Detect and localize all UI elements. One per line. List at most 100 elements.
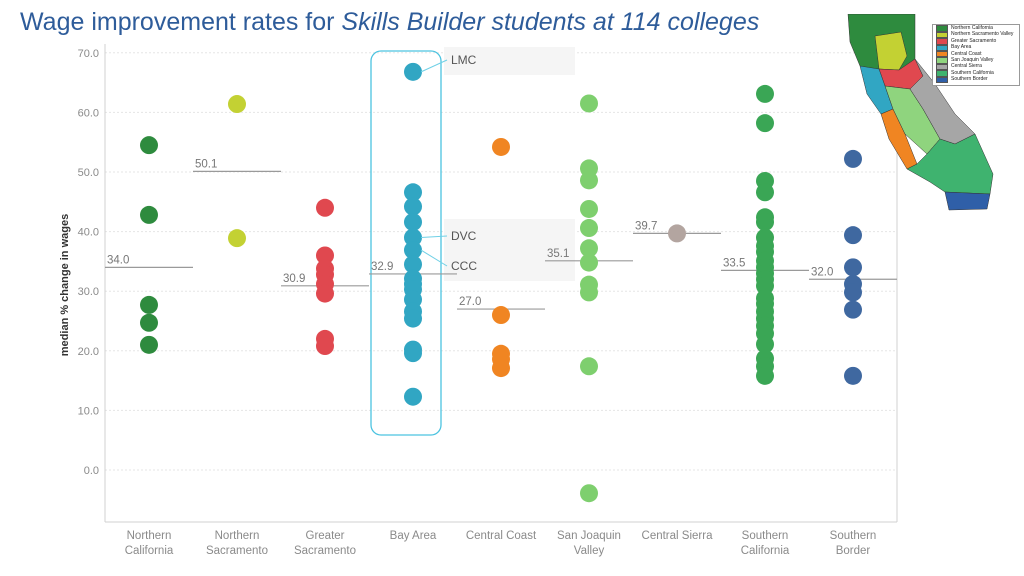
data-point — [756, 213, 774, 232]
legend-item: Greater Sacramento — [936, 37, 1016, 45]
data-point — [316, 337, 334, 356]
data-point — [316, 284, 334, 303]
x-category-label: Southern — [742, 530, 789, 542]
data-point — [492, 359, 510, 378]
x-category-label: Northern — [127, 530, 172, 542]
data-point — [140, 313, 158, 332]
data-point — [756, 114, 774, 133]
legend-swatch — [936, 70, 948, 77]
y-tick-label: 40.0 — [78, 227, 99, 239]
median-label: 32.0 — [811, 266, 833, 278]
annotation-box-lmc — [444, 47, 575, 75]
y-tick-label: 0.0 — [84, 465, 99, 477]
median-label: 30.9 — [283, 273, 305, 285]
median-label: 35.1 — [547, 248, 569, 260]
map-legend: Northern California Northern Sacramento V… — [932, 24, 1020, 86]
legend-label: Central Sierra — [951, 63, 982, 70]
california-region-map — [847, 14, 994, 211]
x-category-label: Greater — [306, 530, 345, 542]
data-point — [404, 344, 422, 363]
data-point — [404, 62, 422, 81]
x-category-label: Central Coast — [466, 530, 537, 542]
y-tick-label: 60.0 — [78, 107, 99, 119]
axes: 70.0 60.0 50.0 40.0 30.0 20.0 10.0 0.0 median % … — [59, 44, 898, 523]
x-category-label: Northern — [215, 530, 260, 542]
legend-label: Southern California — [951, 69, 994, 76]
map-region-southern-california — [906, 133, 994, 195]
category-labels: Northern California Northern Sacramento Grea… — [125, 530, 877, 557]
annotation-box-dvc-ccc — [444, 219, 575, 281]
data-point — [756, 276, 774, 295]
data-point — [756, 84, 774, 103]
y-axis-label: median % change in wages — [59, 214, 71, 356]
data-point — [580, 283, 598, 302]
data-point — [140, 205, 158, 224]
data-point — [404, 197, 422, 216]
data-point — [404, 309, 422, 328]
legend-swatch — [936, 31, 948, 39]
highlight-layer — [370, 47, 575, 436]
x-category-label-line2: California — [125, 545, 174, 557]
map-region-northern-sacramento — [874, 31, 908, 71]
data-point — [492, 306, 510, 325]
data-point — [844, 149, 862, 168]
y-tick-label: 70.0 — [78, 48, 99, 60]
annotation-leader — [420, 249, 448, 267]
legend-item: Central Sierra — [936, 63, 1016, 71]
legend-swatch — [936, 76, 948, 83]
legend-swatch — [936, 57, 948, 64]
annotation-label: DVC — [451, 229, 477, 243]
data-point — [316, 198, 334, 217]
y-tick-label: 30.0 — [78, 286, 99, 298]
legend-label: Northern Sacramento Valley — [951, 31, 1014, 38]
data-point — [228, 229, 246, 248]
x-category-label-line2: Valley — [574, 545, 605, 557]
x-category-label: San Joaquin — [557, 530, 621, 542]
data-point — [580, 94, 598, 113]
legend-item: Northern Sacramento Valley — [936, 31, 1016, 39]
data-point — [756, 366, 774, 385]
data-point — [404, 183, 422, 202]
data-point — [756, 335, 774, 354]
data-point — [140, 295, 158, 314]
legend-item: Central Coast — [936, 50, 1016, 58]
y-tick-label: 50.0 — [78, 167, 99, 179]
x-category-label: Central Sierra — [642, 530, 714, 542]
median-label: 33.5 — [723, 257, 745, 269]
legend-label: San Joaquin Valley — [951, 57, 994, 64]
data-point — [404, 241, 422, 260]
annotation-leader — [420, 235, 448, 239]
data-point — [844, 300, 862, 319]
y-tick-label: 20.0 — [78, 346, 99, 358]
legend-label: Greater Sacramento — [951, 37, 997, 44]
data-points — [140, 62, 862, 503]
highlight-box — [370, 50, 442, 436]
data-point — [668, 224, 686, 243]
median-label: 27.0 — [459, 296, 481, 308]
y-tick-label: 10.0 — [78, 405, 99, 417]
median-label: 39.7 — [635, 220, 657, 232]
data-point — [844, 366, 862, 385]
data-point — [580, 253, 598, 272]
data-point — [140, 136, 158, 155]
x-category-label-line2: Sacramento — [206, 545, 268, 557]
legend-item: Bay Area — [936, 44, 1016, 51]
annotation-leader — [420, 59, 448, 73]
data-point — [316, 246, 334, 265]
data-point — [844, 258, 862, 277]
median-label: 50.1 — [195, 158, 217, 170]
legend-item: San Joaquin Valley — [936, 57, 1016, 64]
data-point — [580, 219, 598, 238]
annotation-label: LMC — [451, 53, 477, 67]
chart-title-main: Wage improvement rates for — [20, 8, 342, 36]
legend-item: Southern Border — [936, 76, 1016, 83]
x-category-label-line2: California — [741, 545, 790, 557]
x-category-label-line2: Border — [836, 545, 871, 557]
annotation-label: CCC — [451, 259, 477, 273]
legend-swatch — [936, 25, 948, 32]
chart-title-emphasis: Skills Builder students at 114 colleges — [341, 8, 760, 36]
legend-item: Southern California — [936, 69, 1016, 77]
legend-label: Northern California — [951, 25, 993, 32]
map-region-southern-border — [944, 191, 991, 211]
